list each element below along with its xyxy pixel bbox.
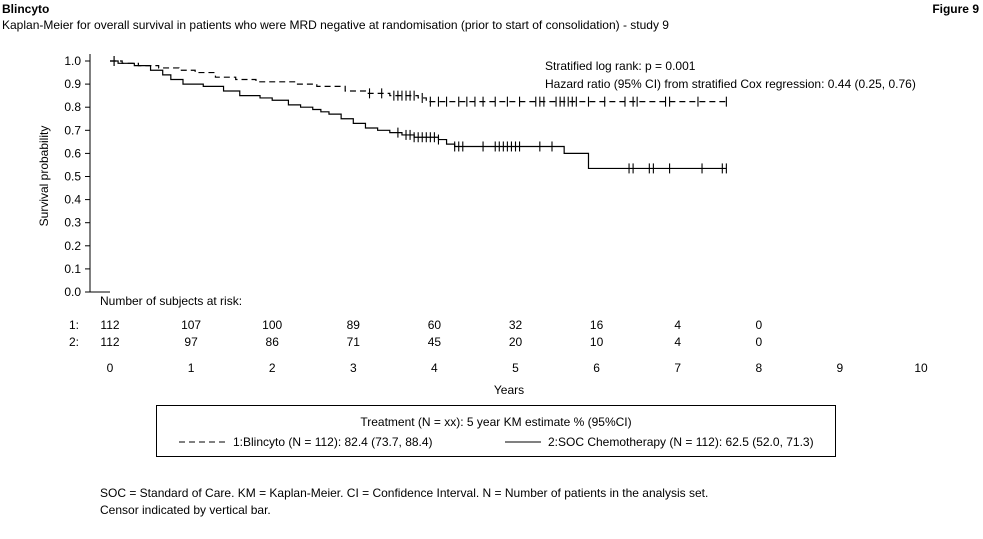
x-axis-ticks: 0 1 2 3 4 5 6 7 8 9 10 bbox=[107, 361, 928, 375]
x-tick-label: 8 bbox=[755, 361, 762, 375]
footnote-censor: Censor indicated by vertical bar. bbox=[100, 503, 271, 517]
x-tick-label: 10 bbox=[914, 361, 928, 375]
at-risk-count: 10 bbox=[590, 335, 604, 349]
at-risk-table: Number of subjects at risk:1: 112 107 100 89… bbox=[69, 294, 762, 349]
y-tick-label: 0.5 bbox=[64, 170, 81, 184]
legend: Treatment (N = xx): 5 year KM estimate %… bbox=[156, 405, 836, 457]
at-risk-count: 112 bbox=[100, 318, 119, 332]
y-tick-label: 0.9 bbox=[64, 77, 81, 91]
log-rank-annotation: Stratified log rank: p = 0.001 bbox=[545, 59, 696, 73]
at-risk-count: 60 bbox=[428, 318, 442, 332]
at-risk-title: Number of subjects at risk: bbox=[100, 294, 242, 308]
at-risk-count: 4 bbox=[674, 335, 681, 349]
at-risk-count: 45 bbox=[428, 335, 442, 349]
x-tick-label: 1 bbox=[188, 361, 195, 375]
x-tick-label: 0 bbox=[107, 361, 114, 375]
y-tick-label: 1.0 bbox=[64, 54, 81, 68]
x-tick-label: 4 bbox=[431, 361, 438, 375]
y-axis-label: Survival probability bbox=[37, 126, 51, 227]
at-risk-count: 112 bbox=[100, 335, 119, 349]
legend-title: Treatment (N = xx): 5 year KM estimate %… bbox=[360, 415, 632, 429]
footnote-abbreviations: SOC = Standard of Care. KM = Kaplan-Meie… bbox=[100, 486, 709, 500]
at-risk-count: 4 bbox=[674, 318, 681, 332]
y-tick-label: 0.1 bbox=[64, 262, 81, 276]
x-tick-label: 3 bbox=[350, 361, 357, 375]
hazard-ratio-annotation: Hazard ratio (95% CI) from stratified Co… bbox=[545, 77, 916, 91]
figure-label: Figure 9 bbox=[932, 2, 979, 16]
legend-series-1: 1:Blincyto (N = 112): 82.4 (73.7, 88.4) bbox=[233, 435, 433, 449]
y-axis-ticks: 0.0 0.1 0.2 0.3 0.4 0.5 0.6 0.7 0.8 0.9 1.0 bbox=[64, 54, 90, 299]
figure-subtitle: Kaplan-Meier for overall survival in pat… bbox=[2, 18, 669, 32]
x-tick-label: 2 bbox=[269, 361, 276, 375]
at-risk-count: 0 bbox=[755, 335, 762, 349]
y-tick-label: 0.0 bbox=[64, 285, 81, 299]
x-tick-label: 9 bbox=[837, 361, 844, 375]
x-tick-label: 6 bbox=[593, 361, 600, 375]
censor-marks bbox=[113, 56, 727, 174]
y-tick-label: 0.7 bbox=[64, 123, 81, 137]
product-name: Blincyto bbox=[2, 2, 50, 16]
y-tick-label: 0.6 bbox=[64, 146, 81, 160]
at-risk-count: 16 bbox=[590, 318, 604, 332]
x-axis-label: Years bbox=[494, 383, 524, 397]
at-risk-count: 20 bbox=[509, 335, 523, 349]
km-curve-series-1 bbox=[110, 60, 727, 103]
at-risk-count: 32 bbox=[509, 318, 523, 332]
x-tick-label: 5 bbox=[512, 361, 519, 375]
at-risk-count: 71 bbox=[347, 335, 361, 349]
at-risk-row-label: 1: bbox=[69, 318, 79, 332]
y-tick-label: 0.3 bbox=[64, 216, 81, 230]
at-risk-count: 100 bbox=[262, 318, 282, 332]
plot-axes bbox=[89, 54, 110, 293]
x-tick-label: 7 bbox=[674, 361, 681, 375]
at-risk-count: 0 bbox=[755, 318, 762, 332]
at-risk-count: 107 bbox=[181, 318, 201, 332]
y-tick-label: 0.8 bbox=[64, 100, 81, 114]
at-risk-count: 89 bbox=[347, 318, 361, 332]
at-risk-count: 86 bbox=[266, 335, 280, 349]
y-tick-label: 0.2 bbox=[64, 239, 81, 253]
at-risk-row-label: 2: bbox=[69, 335, 79, 349]
y-tick-label: 0.4 bbox=[64, 193, 81, 207]
legend-series-2: 2:SOC Chemotherapy (N = 112): 62.5 (52.0… bbox=[548, 435, 814, 449]
legend-swatches bbox=[179, 441, 541, 443]
at-risk-count: 97 bbox=[184, 335, 198, 349]
